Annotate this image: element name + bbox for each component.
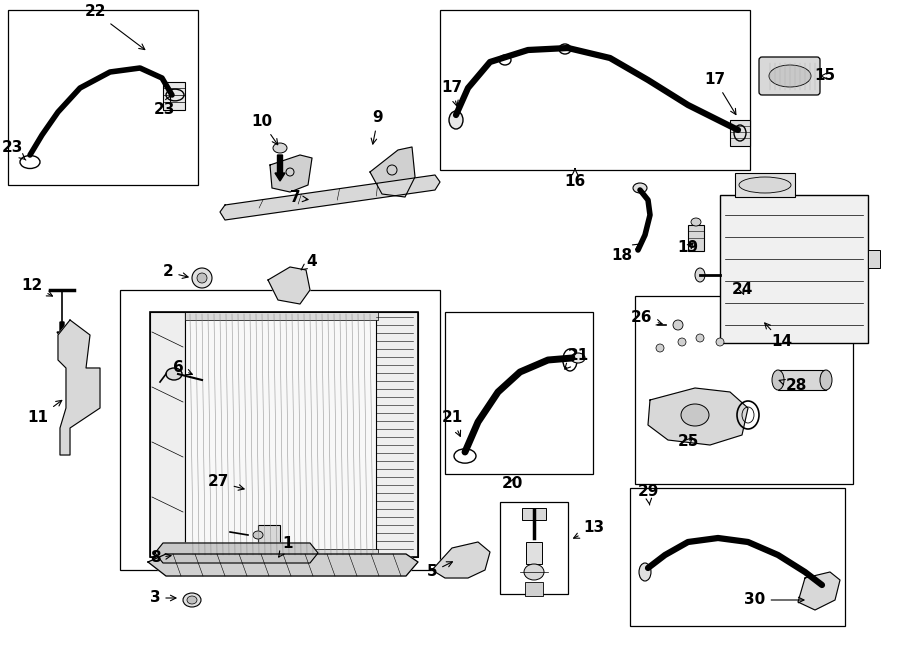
Bar	[150, 312, 418, 557]
Text: 14: 14	[765, 323, 793, 350]
Ellipse shape	[673, 320, 683, 330]
Bar	[522, 508, 546, 520]
Text: 23: 23	[1, 141, 26, 160]
Bar	[163, 82, 185, 110]
Bar	[630, 488, 845, 626]
Text: 2: 2	[163, 264, 188, 280]
Ellipse shape	[192, 268, 212, 288]
Text: 6: 6	[173, 360, 193, 375]
Bar	[635, 296, 853, 484]
Bar	[868, 250, 880, 268]
Ellipse shape	[772, 370, 784, 390]
Ellipse shape	[678, 338, 686, 346]
Bar	[525, 582, 543, 596]
Text: 5: 5	[427, 562, 453, 580]
Text: 15: 15	[814, 69, 835, 83]
Polygon shape	[58, 320, 100, 455]
Text: 27: 27	[207, 475, 244, 490]
Ellipse shape	[253, 531, 263, 539]
Ellipse shape	[681, 404, 709, 426]
Ellipse shape	[691, 218, 701, 226]
FancyArrow shape	[57, 322, 67, 339]
Ellipse shape	[696, 334, 704, 342]
FancyArrow shape	[275, 155, 285, 181]
Ellipse shape	[739, 177, 791, 193]
FancyBboxPatch shape	[759, 57, 820, 95]
Text: 28: 28	[779, 379, 806, 393]
Polygon shape	[270, 155, 312, 192]
Bar	[720, 195, 868, 343]
Polygon shape	[648, 388, 748, 445]
Bar	[8, 10, 198, 185]
Text: 17: 17	[441, 81, 463, 106]
Text: 4: 4	[302, 254, 318, 270]
Polygon shape	[268, 267, 310, 304]
Bar	[440, 10, 750, 170]
Ellipse shape	[187, 596, 197, 604]
Text: 8: 8	[149, 551, 171, 566]
Text: 19: 19	[678, 241, 698, 256]
Text: 25: 25	[678, 434, 698, 449]
Text: 7: 7	[290, 190, 308, 206]
Ellipse shape	[524, 564, 544, 580]
Ellipse shape	[273, 143, 287, 153]
Bar	[688, 225, 704, 251]
Ellipse shape	[820, 370, 832, 390]
Text: 22: 22	[85, 5, 145, 50]
Ellipse shape	[656, 344, 664, 352]
Text: 18: 18	[611, 244, 639, 262]
Bar	[735, 173, 795, 197]
Bar	[778, 370, 826, 390]
Text: 20: 20	[501, 475, 523, 490]
Ellipse shape	[695, 268, 705, 282]
Ellipse shape	[571, 353, 585, 363]
Bar	[376, 312, 418, 557]
Text: 1: 1	[279, 537, 293, 557]
Text: 21: 21	[565, 348, 589, 369]
Ellipse shape	[449, 111, 463, 129]
Ellipse shape	[197, 273, 207, 283]
Bar	[185, 312, 378, 557]
Text: 11: 11	[28, 401, 62, 426]
Ellipse shape	[166, 368, 182, 380]
Text: 10: 10	[251, 114, 278, 145]
Bar	[120, 290, 440, 570]
Text: 29: 29	[637, 485, 659, 505]
Bar	[185, 549, 378, 557]
Text: 30: 30	[744, 592, 804, 607]
Ellipse shape	[716, 338, 724, 346]
Polygon shape	[148, 554, 418, 576]
Text: 3: 3	[149, 590, 176, 605]
Text: 17: 17	[705, 73, 736, 114]
Ellipse shape	[639, 563, 651, 581]
Polygon shape	[155, 543, 318, 563]
Text: 26: 26	[631, 311, 662, 325]
Polygon shape	[370, 147, 415, 197]
Bar	[526, 542, 542, 564]
Ellipse shape	[633, 183, 647, 193]
Text: 16: 16	[564, 169, 586, 190]
Bar	[445, 312, 593, 474]
Bar	[258, 525, 280, 545]
Ellipse shape	[769, 65, 811, 87]
Text: 24: 24	[732, 282, 752, 297]
Polygon shape	[220, 175, 440, 220]
Text: 21: 21	[441, 410, 463, 436]
Bar	[150, 312, 185, 557]
Bar	[730, 120, 750, 146]
Bar	[185, 312, 378, 320]
Polygon shape	[798, 572, 840, 610]
Polygon shape	[432, 542, 490, 578]
Text: 23: 23	[153, 96, 175, 118]
Bar	[500, 502, 568, 594]
Text: 9: 9	[371, 110, 383, 144]
Text: 12: 12	[22, 278, 52, 296]
Ellipse shape	[183, 593, 201, 607]
Text: 13: 13	[573, 520, 605, 538]
